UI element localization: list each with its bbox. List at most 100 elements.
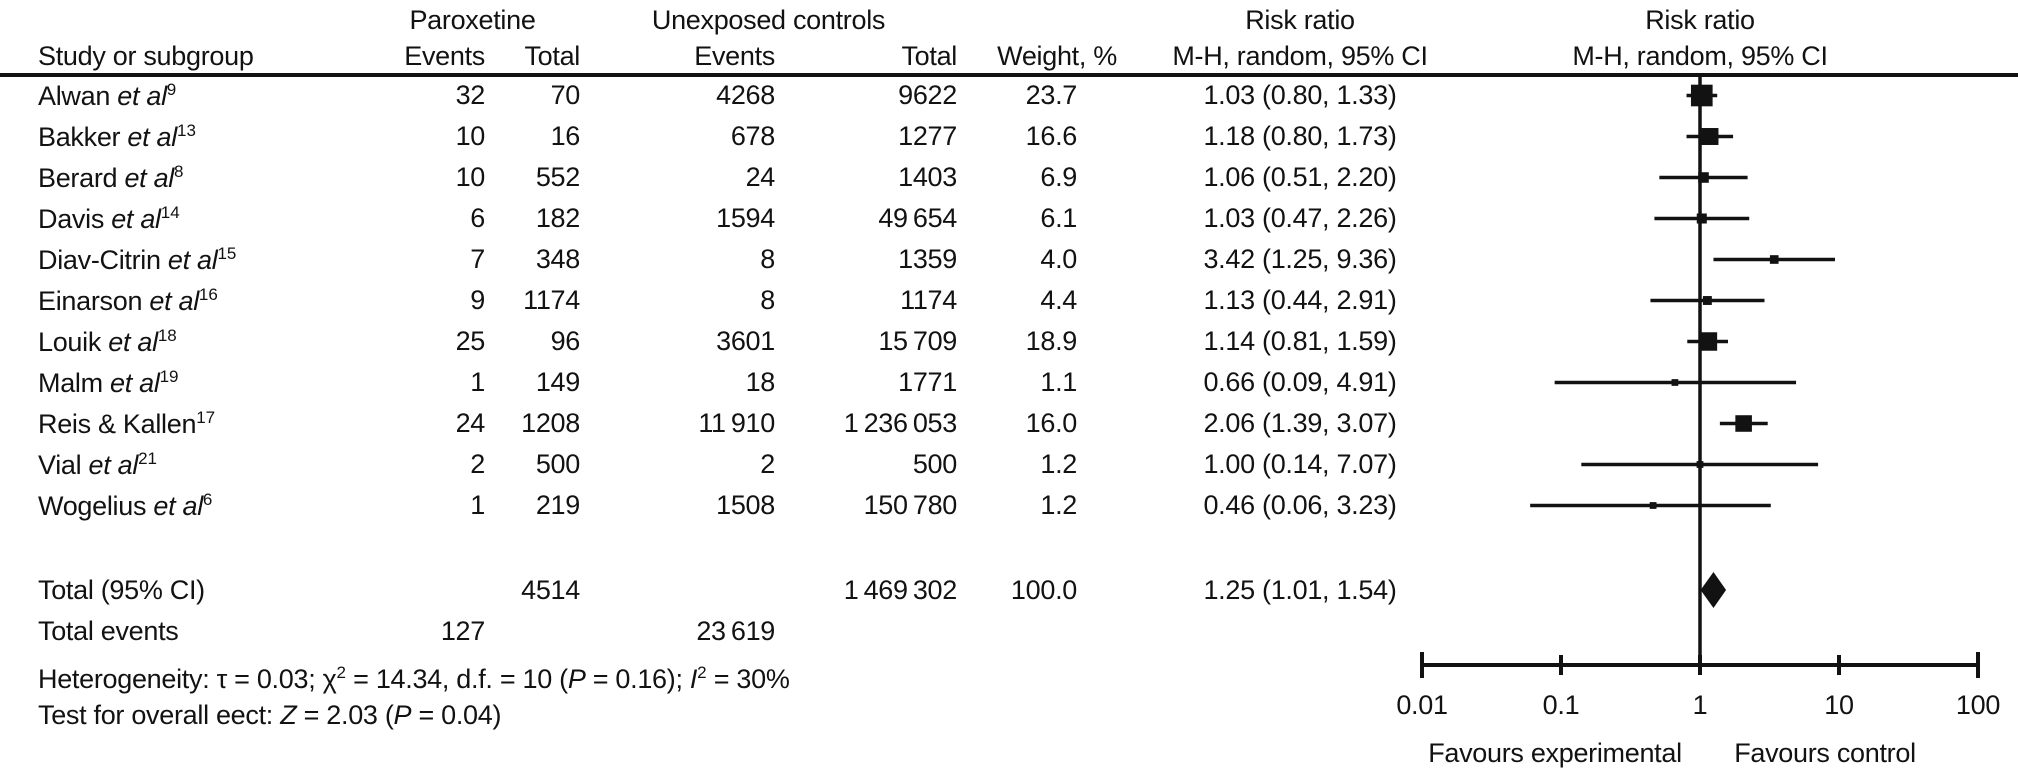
- axis-tick-label-10: 10: [1824, 690, 1854, 720]
- header-ctl-events: Events: [694, 41, 775, 71]
- exp-total-value: 500: [535, 449, 580, 479]
- effect-square-Malm: [1671, 379, 1679, 386]
- risk-ratio-ci-value: 1.18 (0.80, 1.73): [1203, 121, 1397, 151]
- ctl-total-value: 1359: [898, 244, 957, 274]
- study-reference-number: 15: [217, 243, 237, 263]
- weight-value: 1.2: [1040, 449, 1077, 479]
- study-rows: Alwan et al9 32 70 4268 9622 23.7 1.03 (…: [0, 75, 1483, 526]
- text-segment: 2: [336, 663, 346, 682]
- table-header-groups: Paroxetine Unexposed controls Risk ratio: [0, 2, 1483, 38]
- exp-total-value: 1174: [523, 285, 580, 315]
- study-row: Einarson et al16 9 1174 8 1174 4.4 1.13 …: [0, 280, 1483, 321]
- ctl-total-value: 150 780: [863, 490, 958, 520]
- exp-events-value: 7: [470, 244, 485, 274]
- effect-square-Vial: [1696, 461, 1704, 468]
- total-events-exp: 127: [440, 616, 485, 646]
- risk-ratio-ci-value: 1.14 (0.81, 1.59): [1203, 326, 1397, 356]
- study-name-text: Alwan: [38, 80, 111, 111]
- ctl-events-value: 24: [745, 162, 776, 192]
- total-ctl-total: 1 469 302: [843, 575, 958, 605]
- study-reference-number: 17: [196, 407, 216, 427]
- ctl-events-value: 2: [760, 449, 775, 479]
- effect-square-Diav-Citrin: [1769, 255, 1779, 264]
- study-reference-number: 19: [159, 366, 179, 386]
- exp-total-value: 182: [535, 203, 580, 233]
- study-etal: et al: [101, 326, 158, 357]
- plot-header-mh-ci: M-H, random, 95% CI: [1572, 41, 1828, 71]
- study-etal: et al: [110, 80, 167, 111]
- favours-control-label: Favours control: [1734, 738, 1916, 768]
- favours-experimental-label: Favours experimental: [1428, 738, 1682, 768]
- study-etal: et al: [160, 244, 218, 275]
- study-row: Louik et al18 25 96 3601 15 709 18.9 1.1…: [0, 321, 1483, 362]
- study-reference-number: 6: [202, 489, 213, 509]
- plot-header-risk-ratio: Risk ratio: [1645, 5, 1755, 35]
- ctl-total-value: 1 236 053: [843, 408, 958, 438]
- axis-tick-label-1: 1: [1692, 690, 1708, 720]
- study-etal: et al: [142, 285, 199, 316]
- exp-total-value: 16: [550, 121, 581, 151]
- weight-value: 1.1: [1040, 367, 1077, 397]
- exp-total-value: 1208: [521, 408, 580, 438]
- study-name: Reis & Kallen17: [0, 408, 365, 440]
- study-row: Alwan et al9 32 70 4268 9622 23.7 1.03 (…: [0, 75, 1483, 116]
- study-name-text: Diav-Citrin: [38, 244, 161, 275]
- ctl-total-value: 15 709: [878, 326, 957, 356]
- study-name: Louik et al18: [0, 326, 365, 358]
- effect-square-Reis & Kallen: [1735, 415, 1752, 432]
- ctl-events-value: 4268: [716, 80, 775, 110]
- header-exp-events: Events: [404, 41, 485, 71]
- study-row: Bakker et al13 10 16 678 1277 16.6 1.18 …: [0, 116, 1483, 157]
- risk-ratio-ci-value: 1.06 (0.51, 2.20): [1203, 162, 1397, 192]
- study-name-text: Vial: [38, 449, 82, 480]
- ctl-total-value: 1771: [898, 367, 957, 397]
- total-label: Total (95% CI): [38, 575, 205, 605]
- exp-events-value: 24: [455, 408, 486, 438]
- ctl-total-value: 1403: [898, 162, 957, 192]
- effect-square-Alwan: [1690, 84, 1713, 107]
- ctl-events-value: 11 910: [698, 408, 775, 438]
- total-events-label: Total events: [38, 616, 179, 646]
- weight-value: 6.9: [1040, 162, 1077, 192]
- effect-square-Berard: [1698, 172, 1709, 183]
- study-etal: et al: [120, 121, 177, 152]
- exp-events-value: 10: [455, 162, 486, 192]
- total-events-row: Total events 127 23 619: [0, 611, 1483, 652]
- risk-ratio-ci-value: 1.03 (0.80, 1.33): [1203, 80, 1397, 110]
- table-header-columns: Study or subgroup Events Total Events To…: [0, 38, 1483, 74]
- text-segment: P: [393, 700, 412, 730]
- ctl-events-value: 8: [760, 244, 775, 274]
- study-etal: et al: [104, 203, 161, 234]
- risk-ratio-ci-value: 3.42 (1.25, 9.36): [1203, 244, 1397, 274]
- study-name-text: Malm: [38, 367, 103, 398]
- exp-total-value: 96: [550, 326, 581, 356]
- exp-total-value: 219: [535, 490, 580, 520]
- study-row: Wogelius et al6 1 219 1508 150 780 1.2 0…: [0, 485, 1483, 526]
- study-reference-number: 14: [160, 202, 180, 222]
- exp-events-value: 25: [455, 326, 486, 356]
- study-row: Berard et al8 10 552 24 1403 6.9 1.06 (0…: [0, 157, 1483, 198]
- weight-value: 16.0: [1025, 408, 1078, 438]
- study-name-text: Berard: [38, 162, 118, 193]
- axis-tick-label-100: 100: [1955, 690, 2001, 720]
- study-row: Davis et al14 6 182 1594 49 654 6.1 1.03…: [0, 198, 1483, 239]
- risk-ratio-ci-value: 1.03 (0.47, 2.26): [1203, 203, 1397, 233]
- weight-value: 4.4: [1040, 285, 1077, 315]
- text-segment: = 0.04): [411, 700, 502, 730]
- header-study-or-subgroup: Study or subgroup: [38, 41, 254, 71]
- plot-header: Risk ratio M-H, random, 95% CI: [1500, 2, 1900, 74]
- study-row: Diav-Citrin et al15 7 348 8 1359 4.0 3.4…: [0, 239, 1483, 280]
- study-row: Reis & Kallen17 24 1208 11 910 1 236 053…: [0, 403, 1483, 444]
- exp-events-value: 1: [470, 367, 485, 397]
- study-row: Malm et al19 1 149 18 1771 1.1 0.66 (0.0…: [0, 362, 1483, 403]
- ctl-total-value: 9622: [898, 80, 957, 110]
- ctl-events-value: 1508: [716, 490, 775, 520]
- study-etal: et al: [117, 162, 174, 193]
- study-etal: et al: [81, 449, 139, 480]
- summary-diamond: [1700, 572, 1727, 608]
- header-rule: [0, 73, 2018, 77]
- exp-total-value: 348: [535, 244, 580, 274]
- study-name-text: Davis: [38, 203, 105, 234]
- study-reference-number: 9: [166, 79, 177, 99]
- header-exp-total: Total: [524, 41, 580, 71]
